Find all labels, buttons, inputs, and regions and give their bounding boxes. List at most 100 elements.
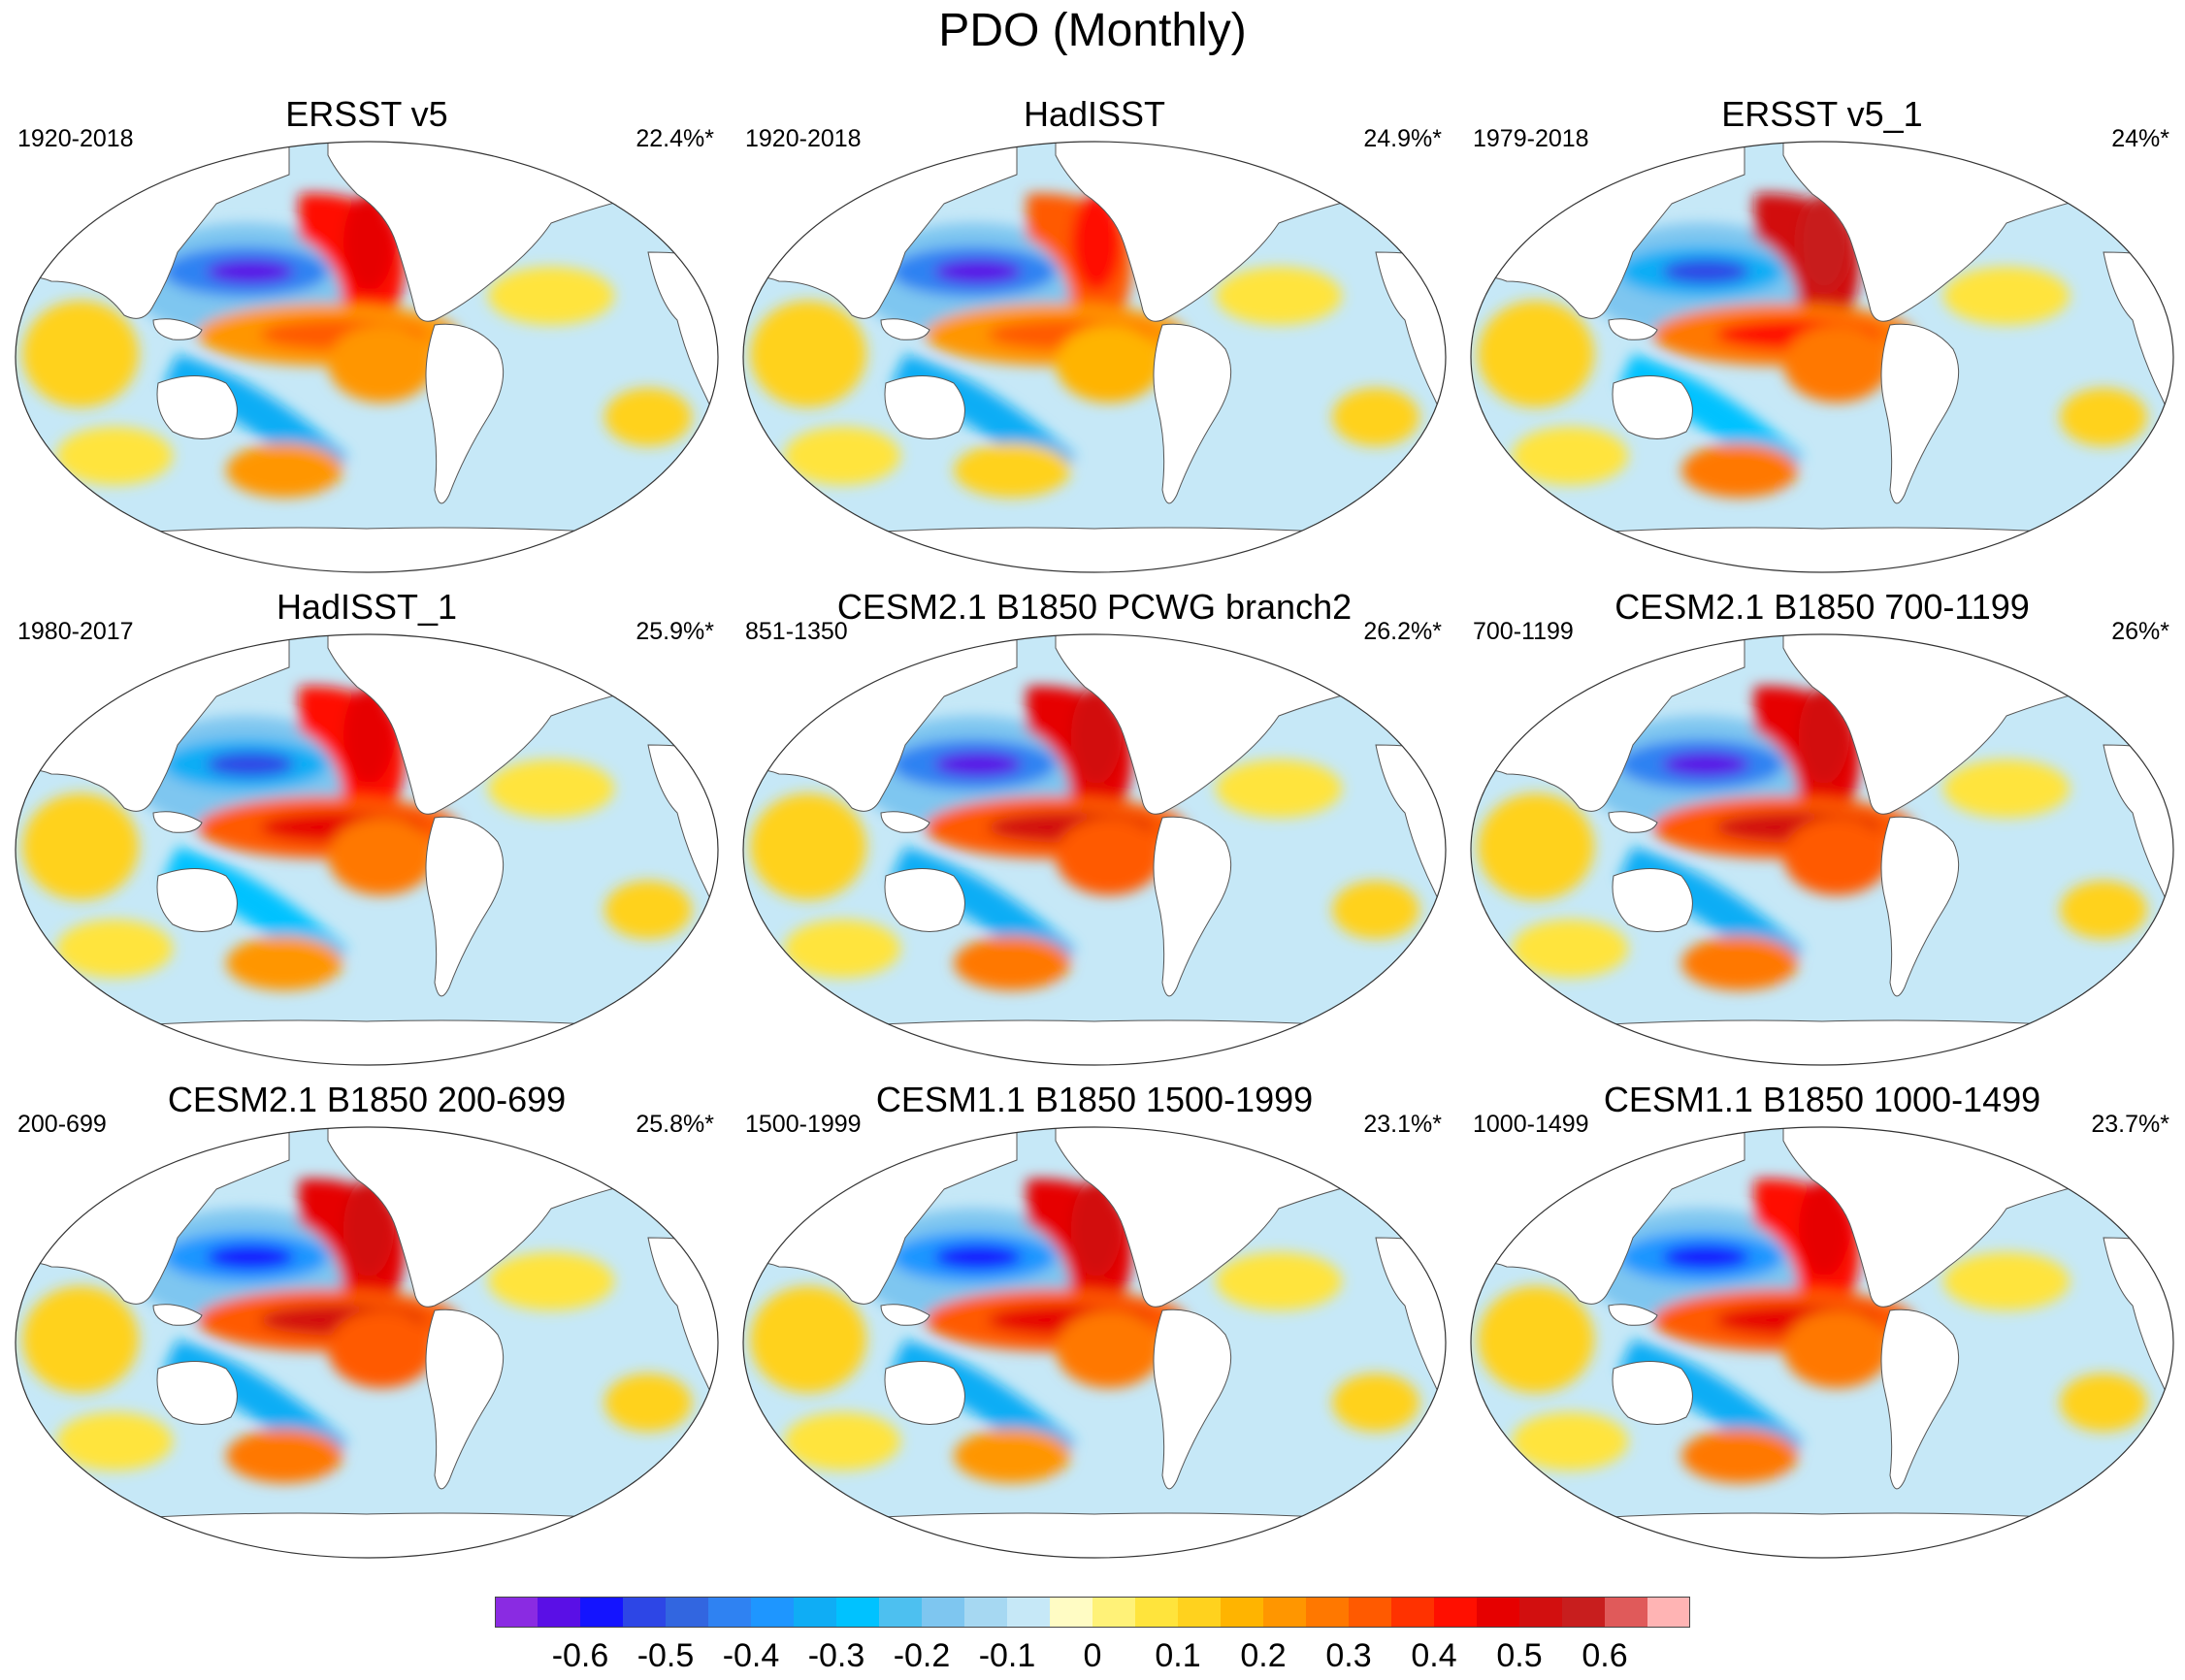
- panel-title: HadISST_1: [276, 587, 458, 627]
- alaska-coast-warm-core: [343, 687, 394, 784]
- colorbar-tick-label: 0.3: [1325, 1637, 1371, 1674]
- south-pacific-warm-anomaly: [1681, 1429, 1798, 1483]
- colorbar-tick-label: -0.4: [723, 1637, 780, 1674]
- antarctica-landmass: [743, 1019, 1446, 1065]
- australia-landmass: [884, 1361, 965, 1425]
- australia-landmass: [1612, 868, 1693, 932]
- eastern-pacific-warm-anomaly: [328, 818, 435, 895]
- kuroshio-cold-core: [934, 1244, 1022, 1270]
- colorbar-swatch: [666, 1597, 709, 1628]
- colorbar-swatch: [1519, 1597, 1563, 1628]
- indian-ocean-warm-anomaly: [1478, 301, 1594, 407]
- alaska-coast-warm-core: [1799, 194, 1849, 291]
- panel-variance-label: 25.9%*: [636, 618, 714, 645]
- pdo-pattern-map: [15, 633, 719, 1066]
- australia-landmass: [156, 375, 238, 439]
- map-panel: ERSST v5 1920-2018 22.4%*: [8, 93, 726, 578]
- antarctica-landmass: [16, 1019, 718, 1065]
- south-indian-warm-anomaly: [1512, 920, 1628, 978]
- panel-variance-label: 26.2%*: [1363, 618, 1442, 645]
- indian-ocean-warm-anomaly: [1478, 793, 1594, 900]
- colorbar-swatch: [1562, 1597, 1606, 1628]
- south-america-landmass: [1880, 816, 1960, 997]
- atlantic-warm-anomaly: [488, 267, 614, 325]
- antarctica-landmass: [16, 1512, 718, 1558]
- map-panel: ERSST v5_1 1979-2018 24%*: [1463, 93, 2181, 578]
- colorbar-tick-label: 0.1: [1155, 1637, 1200, 1674]
- pdo-pattern-map: [1470, 141, 2174, 573]
- alaska-coast-warm-core: [343, 1179, 394, 1276]
- colorbar-swatch: [1135, 1597, 1179, 1628]
- panel-variance-label: 24%*: [2111, 125, 2169, 152]
- kuroshio-cold-core: [1662, 259, 1749, 284]
- south-pacific-warm-anomaly: [226, 443, 342, 498]
- panel-variance-label: 25.8%*: [636, 1111, 714, 1138]
- panel-title: CESM1.1 B1850 1500-1999: [875, 1080, 1314, 1119]
- south-america-landmass: [425, 1308, 505, 1490]
- australia-landmass: [884, 868, 965, 932]
- pdo-pattern-map: [742, 1126, 1447, 1559]
- eastern-pacific-warm-anomaly: [1783, 325, 1890, 403]
- eastern-pacific-warm-anomaly: [1056, 325, 1162, 403]
- south-atlantic-warm-anomaly: [1332, 881, 1419, 939]
- south-atlantic-warm-anomaly: [604, 881, 692, 939]
- colorbar-tick-label: 0.6: [1582, 1637, 1627, 1674]
- eastern-pacific-warm-anomaly: [1783, 1310, 1890, 1388]
- south-indian-warm-anomaly: [784, 1412, 900, 1470]
- map-panel: CESM2.1 B1850 PCWG branch2 851-1350 26.2%*: [735, 586, 1453, 1071]
- panel-period-label: 1980-2017: [17, 618, 134, 645]
- south-indian-warm-anomaly: [56, 920, 173, 978]
- map-panel: CESM1.1 B1850 1500-1999 1500-1999 23.1%*: [735, 1079, 1453, 1564]
- map-boundary: [742, 141, 1447, 573]
- colorbar-tick-label: 0.5: [1496, 1637, 1542, 1674]
- colorbar-swatch: [580, 1597, 624, 1628]
- south-atlantic-warm-anomaly: [1332, 388, 1419, 446]
- panel-period-label: 1000-1499: [1473, 1111, 1589, 1138]
- antarctica-landmass: [743, 1512, 1446, 1558]
- eastern-pacific-warm-anomaly: [1056, 818, 1162, 895]
- panel-title: ERSST v5_1: [1721, 94, 1923, 134]
- colorbar-swatch: [538, 1597, 581, 1628]
- colorbar-swatch: [964, 1597, 1008, 1628]
- map-boundary: [742, 1126, 1447, 1559]
- south-indian-warm-anomaly: [1512, 427, 1628, 485]
- alaska-coast-warm-core: [1071, 687, 1122, 784]
- colorbar-swatch: [1007, 1597, 1051, 1628]
- colorbar-swatch: [1178, 1597, 1222, 1628]
- eastern-pacific-warm-anomaly: [328, 325, 435, 403]
- australia-landmass: [156, 1361, 238, 1425]
- panel-period-label: 1500-1999: [745, 1111, 862, 1138]
- eastern-pacific-warm-anomaly: [1056, 1310, 1162, 1388]
- south-indian-warm-anomaly: [784, 920, 900, 978]
- colorbar-swatch: [495, 1597, 538, 1628]
- maritime-continent: [880, 1304, 930, 1326]
- colorbar-swatch: [1391, 1597, 1435, 1628]
- colorbar-tick-label: 0.2: [1240, 1637, 1286, 1674]
- colorbar-swatch: [1306, 1597, 1350, 1628]
- colorbar-swatch: [1434, 1597, 1478, 1628]
- colorbar-swatch: [836, 1597, 880, 1628]
- south-america-landmass: [1153, 1308, 1232, 1490]
- map-boundary: [1470, 633, 2174, 1066]
- colorbar-swatch: [794, 1597, 837, 1628]
- colorbar-tick-label: -0.3: [808, 1637, 865, 1674]
- indian-ocean-warm-anomaly: [22, 301, 139, 407]
- panel-variance-label: 23.1%*: [1363, 1111, 1442, 1138]
- south-pacific-warm-anomaly: [954, 443, 1070, 498]
- south-atlantic-warm-anomaly: [2060, 881, 2147, 939]
- maritime-continent: [1608, 1304, 1658, 1326]
- atlantic-warm-anomaly: [1943, 759, 2070, 818]
- maritime-continent: [880, 318, 930, 340]
- atlantic-warm-anomaly: [488, 759, 614, 818]
- map-panel: CESM1.1 B1850 1000-1499 1000-1499 23.7%*: [1463, 1079, 2181, 1564]
- panel-title: CESM2.1 B1850 200-699: [167, 1080, 567, 1119]
- colorbar-graphic: -0.6 -0.5 -0.4 -0.3 -0.2 -0.1 0 0.1 0.2 0.3 0.4 0.5…: [495, 1597, 1690, 1674]
- panel-title: ERSST v5: [285, 94, 448, 134]
- colorbar-swatch: [1647, 1597, 1690, 1628]
- pdo-pattern-map: [15, 1126, 719, 1559]
- colorbar-swatch: [1477, 1597, 1520, 1628]
- pdo-pattern-map: [1470, 1126, 2174, 1559]
- map-boundary: [15, 633, 719, 1066]
- kuroshio-cold-core: [934, 259, 1022, 284]
- panel-title: CESM2.1 B1850 700-1199: [1614, 587, 2030, 627]
